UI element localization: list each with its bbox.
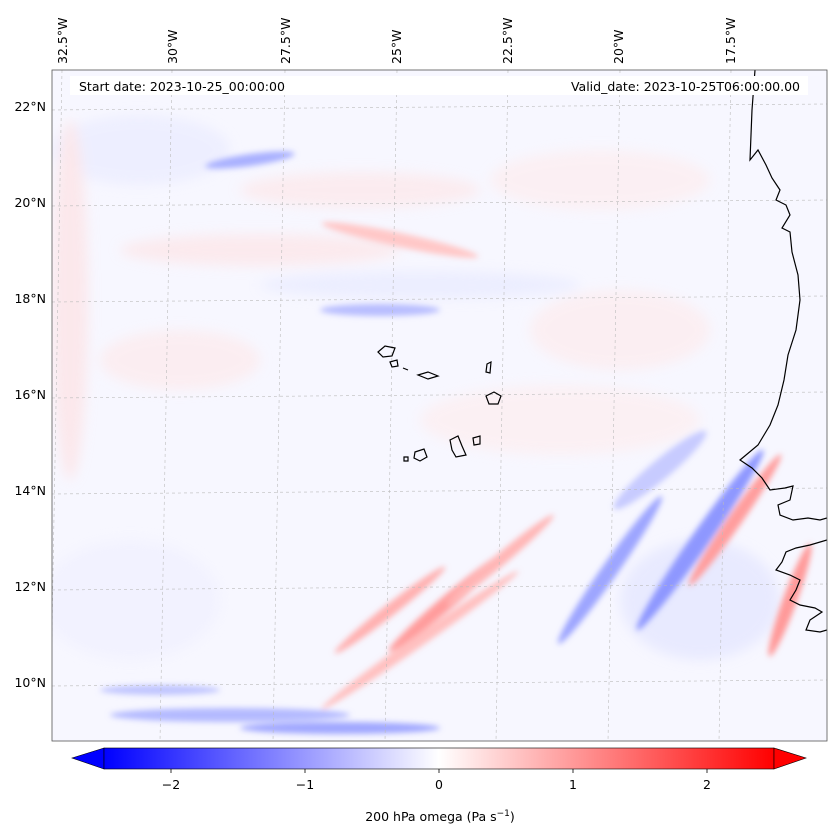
lat-label-14n: 14°N	[14, 483, 46, 498]
lat-label-10n: 10°N	[14, 675, 46, 690]
colorbar-tick-0: 0	[435, 777, 443, 792]
colorbar-tick-neg1: −1	[296, 777, 314, 792]
colorbar-label-exponent: −1	[497, 809, 510, 819]
lat-label-18n: 18°N	[14, 291, 46, 306]
map-border	[51, 69, 828, 742]
island-sao-nicolau	[416, 371, 440, 380]
colorbar-label-close: )	[510, 809, 515, 824]
lon-label-22-5w: 22.5°W	[500, 18, 515, 64]
colorbar-max-extension	[773, 747, 807, 770]
longitude-labels: 32.5°W 30°W 27.5°W 25°W 22.5°W 20°W 17.5…	[55, 18, 738, 64]
start-date-label: Start date: 2023-10-25_00:00:00	[79, 79, 285, 94]
lon-label-32-5w: 32.5°W	[55, 18, 70, 64]
guinea-coast	[775, 539, 827, 633]
lat-label-22n: 22°N	[14, 99, 46, 114]
colorbar: −2 −1 0 1 2 200 hPa omega (Pa s−1)	[71, 747, 807, 824]
colorbar-label: 200 hPa omega (Pa s−1)	[365, 809, 515, 824]
island-sao-vicente	[389, 359, 399, 368]
colorbar-label-main: 200 hPa omega (Pa s	[365, 809, 496, 824]
island-santiago	[449, 435, 467, 458]
colorbar-tick-1: 1	[569, 777, 577, 792]
lat-label-12n: 12°N	[14, 579, 46, 594]
lon-label-27-5w: 27.5°W	[278, 18, 293, 64]
lat-label-20n: 20°N	[14, 195, 46, 210]
annotation-background	[70, 76, 808, 95]
island-sal	[485, 360, 492, 374]
lon-label-17-5w: 17.5°W	[723, 18, 738, 64]
island-fogo	[413, 448, 428, 462]
colorbar-gradient	[103, 747, 775, 770]
lat-label-16n: 16°N	[14, 387, 46, 402]
island-santo-antao	[377, 345, 396, 358]
colorbar-tick-neg2: −2	[162, 777, 180, 792]
valid-date-label: Valid_date: 2023-10-25T06:00:00.00	[571, 79, 800, 94]
island-maio	[472, 435, 481, 446]
island-boa-vista	[485, 391, 502, 405]
gridlines	[52, 70, 827, 741]
coastlines	[377, 70, 827, 633]
island-santa-luzia	[402, 367, 409, 371]
africa-coastline	[738, 70, 827, 521]
lon-label-30w: 30°W	[165, 29, 180, 64]
lon-label-25w: 25°W	[389, 29, 404, 64]
map-panel: Start date: 2023-10-25_00:00:00 Valid_da…	[51, 69, 828, 742]
colorbar-min-extension	[71, 747, 105, 770]
lon-label-20w: 20°W	[611, 29, 626, 64]
island-brava	[403, 456, 409, 462]
colorbar-tick-2: 2	[703, 777, 711, 792]
latitude-labels: 22°N 20°N 18°N 16°N 14°N 12°N 10°N	[14, 99, 46, 690]
